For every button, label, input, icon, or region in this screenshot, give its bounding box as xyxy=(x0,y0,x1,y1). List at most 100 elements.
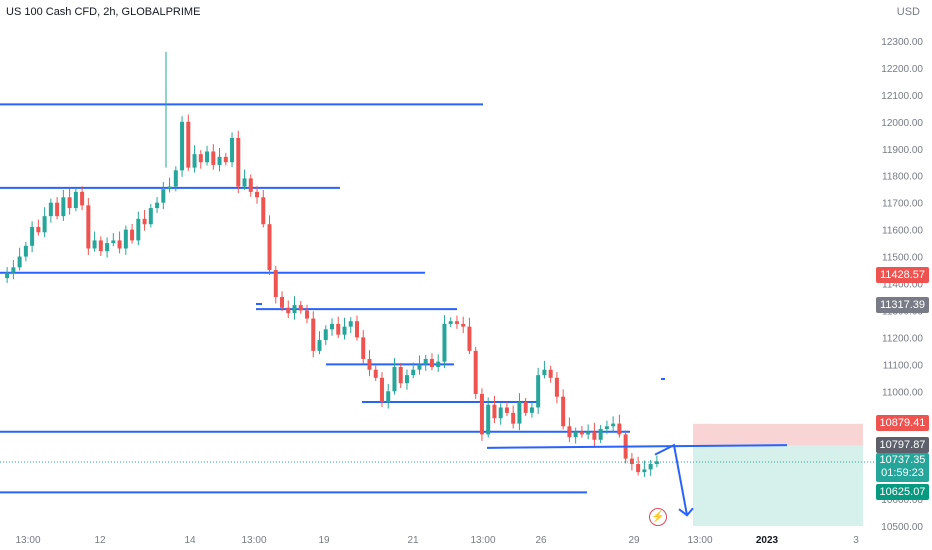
candle-body xyxy=(23,245,28,257)
candle-body xyxy=(261,197,266,225)
candle-body xyxy=(367,358,372,370)
candle-body xyxy=(205,151,210,163)
candle-body xyxy=(611,423,616,427)
candle-body xyxy=(536,375,541,408)
candle-body xyxy=(255,191,260,198)
candle-body xyxy=(448,321,453,324)
annotations[interactable] xyxy=(0,303,875,517)
projection-arrow xyxy=(654,443,688,516)
candle-body xyxy=(461,323,466,327)
candle-body xyxy=(161,189,166,203)
candle-body xyxy=(286,307,291,314)
candle-body xyxy=(42,216,47,233)
price-tag-current: 10737.35 01:59:23 xyxy=(876,453,929,482)
y-tick-label: 11500.00 xyxy=(882,253,923,264)
candle-body xyxy=(554,377,559,397)
candle-body xyxy=(542,369,547,376)
candle-body xyxy=(36,226,41,233)
candle-body xyxy=(442,323,447,362)
candle-body xyxy=(336,323,341,335)
candle-body xyxy=(373,369,378,378)
candle-body xyxy=(211,151,216,165)
candle-body xyxy=(61,197,66,217)
candle-body xyxy=(404,375,409,384)
candle-body xyxy=(298,305,303,311)
candle-body xyxy=(598,429,603,440)
x-tick-label: 2023 xyxy=(756,535,779,546)
x-tick-label: 21 xyxy=(407,535,419,546)
candle-body xyxy=(192,154,197,168)
candle-body xyxy=(155,202,160,209)
x-axis: 13:00 12 14 13:00 19 21 13:00 26 29 13:00 2023 3 xyxy=(15,535,859,546)
candle-body xyxy=(517,402,522,424)
candle-body xyxy=(423,358,428,365)
candle-body xyxy=(436,361,441,368)
candle-body xyxy=(148,208,153,225)
candle-body xyxy=(280,296,285,308)
candle-body xyxy=(342,326,347,335)
y-tick-label: 10600.00 xyxy=(881,495,923,506)
candle-body xyxy=(473,350,478,394)
candle-body xyxy=(361,337,366,359)
y-tick-label: 11200.00 xyxy=(882,333,923,344)
horizontal-levels[interactable] xyxy=(0,103,630,494)
candle-body xyxy=(504,407,509,413)
candle-body xyxy=(248,178,253,192)
x-tick-label: 29 xyxy=(628,535,640,546)
candle-body xyxy=(305,310,310,319)
y-tick-label: 11100.00 xyxy=(883,360,924,371)
candle-body xyxy=(317,340,322,351)
candle-body xyxy=(86,205,91,249)
candle-body xyxy=(80,191,85,206)
y-tick-label: 11400.00 xyxy=(882,280,923,291)
stop-zone xyxy=(693,423,863,446)
candle-body xyxy=(123,229,128,249)
candle-body xyxy=(486,404,491,435)
x-tick-label: 26 xyxy=(535,535,547,546)
candle-body xyxy=(17,256,22,268)
x-tick-label: 12 xyxy=(94,535,106,546)
x-tick-label: 13:00 xyxy=(470,535,495,546)
y-tick-label: 11800.00 xyxy=(882,172,923,183)
candle-body xyxy=(548,369,553,378)
price-tag-target: 11428.57 xyxy=(876,267,929,283)
candle-body xyxy=(5,272,10,279)
y-tick-label: 12300.00 xyxy=(881,37,923,48)
candle-body xyxy=(223,156,228,163)
candle-body xyxy=(592,431,597,440)
candle-body xyxy=(511,412,516,424)
candle-body xyxy=(73,191,78,209)
candle-body xyxy=(67,197,72,209)
candle-body xyxy=(654,461,659,465)
y-tick-label: 11900.00 xyxy=(882,145,923,156)
projection-arrowhead xyxy=(678,507,694,517)
y-tick-label: 11000.00 xyxy=(882,387,923,398)
current-price: 10737.35 xyxy=(879,454,926,466)
candle-body xyxy=(142,218,147,225)
y-tick-label: 12200.00 xyxy=(881,64,923,75)
lightning-icon[interactable]: ⚡ xyxy=(649,508,667,526)
candle-body xyxy=(217,156,222,165)
candle-body xyxy=(561,396,566,427)
price-tag-entry: 10797.87 xyxy=(876,437,929,453)
candles xyxy=(5,51,659,477)
candle-body xyxy=(92,240,97,249)
x-tick-label: 13:00 xyxy=(687,535,712,546)
currency-label: USD xyxy=(896,6,920,18)
x-tick-label: 13:00 xyxy=(15,535,40,546)
candle-body xyxy=(48,202,53,217)
candle-body xyxy=(136,218,141,241)
candle-body xyxy=(167,186,172,190)
candle-body xyxy=(629,458,634,465)
candle-body xyxy=(467,326,472,351)
candle-body xyxy=(111,240,116,244)
candle-body xyxy=(386,391,391,403)
candle-body xyxy=(323,329,328,341)
candle-body xyxy=(11,267,16,273)
candle-body xyxy=(55,202,60,217)
candle-body xyxy=(105,243,110,252)
target-zone xyxy=(693,445,863,526)
candle-body xyxy=(198,154,203,163)
candle-body xyxy=(579,431,584,435)
